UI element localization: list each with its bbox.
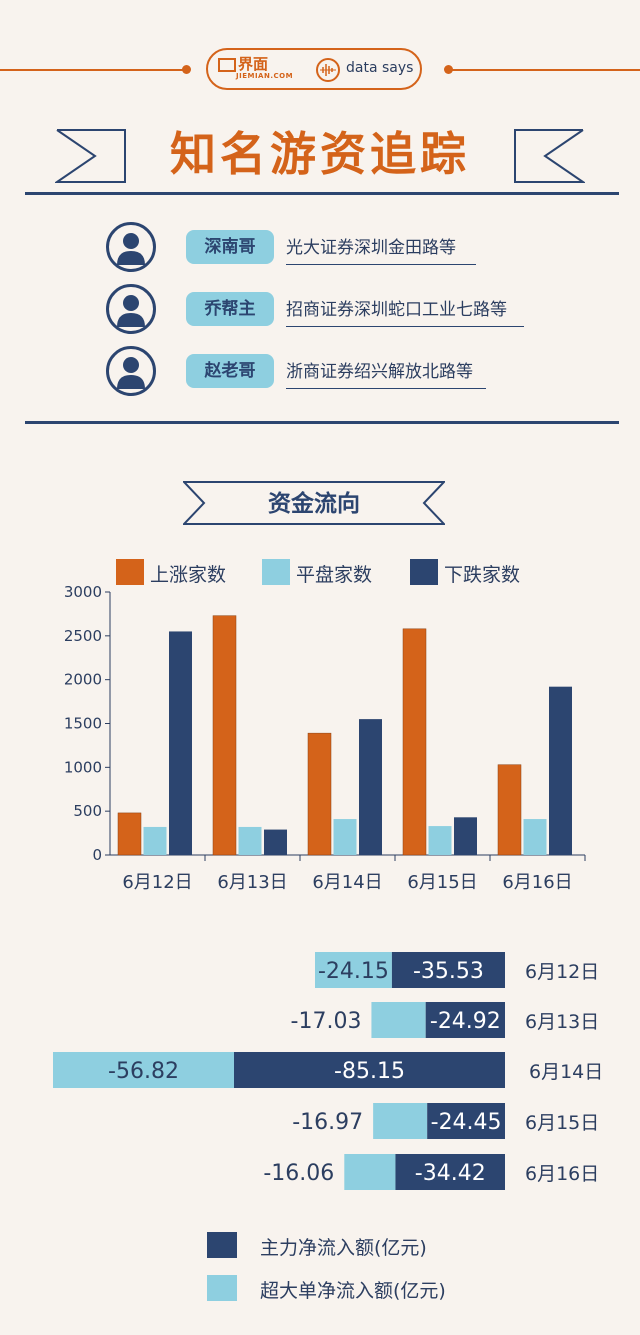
legend-swatch	[262, 559, 290, 585]
row-date-label: 6月14日	[529, 1061, 603, 1083]
bar-super-large-inflow	[344, 1154, 396, 1190]
bar-上涨家数	[117, 812, 142, 856]
bar-下跌家数	[169, 631, 192, 855]
x-tick-label: 6月14日	[312, 872, 382, 893]
bar-下跌家数	[264, 829, 287, 855]
bar-上涨家数	[497, 764, 522, 856]
y-tick-label: 1500	[64, 715, 102, 733]
row-date-label: 6月16日	[525, 1163, 599, 1185]
trader-office: 浙商证券绍兴解放北路等	[286, 357, 486, 389]
bar-super-large-inflow	[314, 952, 392, 988]
brand-logo-cn: 界面	[238, 55, 269, 73]
trader-office: 光大证券深圳金田路等	[286, 233, 476, 265]
section-ribbon-icon	[183, 481, 445, 525]
bar-main-inflow	[391, 952, 505, 988]
y-tick-label: 500	[73, 802, 102, 820]
bar-平盘家数	[143, 826, 167, 855]
section-title: 资金流向	[268, 491, 360, 517]
legend-swatch	[116, 559, 144, 585]
bar-上涨家数	[307, 732, 332, 856]
y-tick-label: 2500	[64, 627, 102, 645]
y-tick-label: 0	[92, 846, 102, 864]
legend-swatch	[207, 1232, 237, 1258]
jiemian-logo-icon	[218, 58, 236, 72]
legend-label: 平盘家数	[296, 564, 373, 586]
brand-logo-en: JIEMIAN.COM	[236, 72, 294, 80]
super-large-inflow-label: -16.06	[263, 1161, 334, 1186]
row-date-label: 6月13日	[525, 1011, 599, 1033]
avatar-icon	[106, 284, 156, 334]
x-tick-label: 6月15日	[407, 872, 477, 893]
title-ribbon-icon	[55, 129, 585, 183]
bar-main-inflow	[427, 1103, 505, 1139]
trader-office: 招商证券深圳蛇口工业七路等	[286, 295, 524, 327]
legend-swatch	[410, 559, 438, 585]
bar-平盘家数	[238, 826, 262, 855]
updown-bar-chart: 0 500 1000 1500 2000 2500 3000 6月12日 6月13日 6月14日 6…	[64, 583, 586, 893]
super-large-inflow-label: -56.82	[108, 1059, 179, 1084]
main-inflow-label: -24.45	[431, 1110, 502, 1135]
avatar-icon	[106, 346, 156, 396]
header-dot-left	[182, 65, 191, 74]
avatar-icon	[106, 222, 156, 272]
main-inflow-label: -24.92	[430, 1009, 501, 1034]
bar-平盘家数	[428, 826, 452, 855]
legend-swatch	[207, 1275, 237, 1301]
bar-平盘家数	[333, 819, 357, 855]
x-tick-label: 6月16日	[502, 872, 572, 893]
legend-label: 下跌家数	[444, 564, 521, 586]
legend-label: 主力净流入额(亿元)	[260, 1237, 427, 1259]
legend-label: 上涨家数	[150, 564, 227, 586]
main-inflow-label: -34.42	[415, 1161, 486, 1186]
y-tick-label: 2000	[64, 671, 102, 689]
header-line-right	[452, 69, 640, 71]
bar-super-large-inflow	[53, 1052, 234, 1088]
bar-平盘家数	[523, 819, 547, 855]
divider-top	[25, 192, 619, 195]
bar-下跌家数	[359, 719, 382, 855]
row-date-label: 6月12日	[525, 961, 599, 983]
brand-tag: data says	[346, 60, 414, 76]
header-dot-right	[444, 65, 453, 74]
bar-main-inflow	[395, 1154, 505, 1190]
header-line-left	[0, 69, 186, 71]
bar-上涨家数	[212, 615, 237, 856]
trader-name: 赵老哥	[186, 354, 274, 388]
bar-上涨家数	[402, 628, 427, 856]
capital-flow-bar-chart: -35.53 -24.15 6月12日 -24.92 -17.03 6月13日 -85.15…	[53, 952, 603, 1190]
bar-super-large-inflow	[371, 1002, 426, 1038]
bar-下跌家数	[454, 817, 477, 855]
x-tick-label: 6月12日	[122, 872, 192, 893]
trader-name: 乔帮主	[186, 292, 274, 326]
main-inflow-label: -35.53	[413, 959, 484, 984]
y-tick-label: 1000	[64, 758, 102, 776]
bar-main-inflow	[234, 1052, 505, 1088]
bar-main-inflow	[425, 1002, 505, 1038]
y-tick-label: 3000	[64, 583, 102, 601]
main-inflow-label: -85.15	[334, 1059, 405, 1084]
data-says-logo-icon	[316, 58, 340, 82]
super-large-inflow-label: -16.97	[292, 1110, 363, 1135]
divider-bottom	[25, 421, 619, 424]
legend-label: 超大单净流入额(亿元)	[260, 1280, 446, 1302]
bar-下跌家数	[549, 686, 572, 855]
super-large-inflow-label: -17.03	[291, 1009, 362, 1034]
page-title: 知名游资追踪	[170, 127, 470, 181]
trader-name: 深南哥	[186, 230, 274, 264]
x-tick-label: 6月13日	[217, 872, 287, 893]
bar-super-large-inflow	[373, 1103, 428, 1139]
super-large-inflow-label: -24.15	[318, 959, 389, 984]
row-date-label: 6月15日	[525, 1112, 599, 1134]
brand-pill: 界面 JIEMIAN.COM data says	[206, 48, 422, 90]
